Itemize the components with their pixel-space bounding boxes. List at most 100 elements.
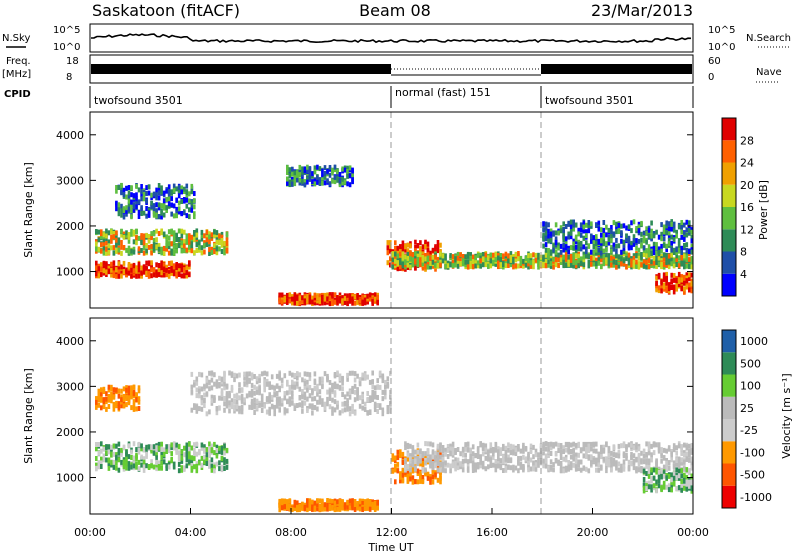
echo-cell <box>652 250 656 256</box>
echo-cell <box>167 235 171 241</box>
echo-cell <box>620 443 623 449</box>
echo-cell <box>218 445 221 451</box>
echo-cell <box>625 264 628 270</box>
echo-cell <box>351 500 354 506</box>
echo-cell <box>291 394 294 400</box>
echo-cell <box>529 263 533 269</box>
echo-cell <box>95 246 98 252</box>
echo-cell <box>489 442 493 448</box>
echo-cell <box>125 208 128 214</box>
echo-cell <box>577 227 580 233</box>
echo-cell <box>499 458 503 464</box>
echo-cell <box>293 384 297 390</box>
echo-cell <box>559 253 563 259</box>
echo-cell <box>346 169 349 174</box>
cpid-label: CPID <box>4 89 31 100</box>
echo-cell <box>585 253 588 259</box>
echo-cell <box>562 227 565 232</box>
echo-cell <box>396 253 400 259</box>
echo-cell <box>170 267 173 273</box>
colorbar-swatch <box>722 140 736 163</box>
echo-cell <box>662 284 666 290</box>
echo-cell <box>439 447 442 453</box>
echo-cell <box>321 401 324 407</box>
power-colorbar-tick: 12 <box>740 223 754 236</box>
echo-cell <box>321 376 324 382</box>
echo-cell <box>223 407 226 413</box>
echo-cell <box>519 455 523 461</box>
echo-cell <box>110 229 113 235</box>
echo-cell <box>145 243 148 248</box>
echo-cell <box>647 227 651 233</box>
echo-cell <box>130 263 133 269</box>
echo-cell <box>306 168 309 174</box>
echo-cell <box>481 256 485 262</box>
echo-cell <box>140 240 143 245</box>
echo-cell <box>690 229 694 235</box>
echo-cell <box>401 247 405 253</box>
echo-cell <box>585 441 588 447</box>
echo-cell <box>414 479 417 485</box>
colorbar-swatch <box>722 251 736 274</box>
echo-cell <box>157 441 161 447</box>
echo-cell <box>313 505 317 511</box>
echo-cell <box>640 252 643 258</box>
echo-cell <box>195 232 199 238</box>
echo-cell <box>625 233 628 239</box>
echo-cell <box>313 181 317 187</box>
echo-cell <box>160 185 163 191</box>
echo-cell <box>180 189 183 195</box>
echo-cell <box>205 461 209 466</box>
echo-cell <box>670 240 673 246</box>
echo-cell <box>617 467 621 473</box>
echo-cell <box>213 249 216 255</box>
echo-cell <box>190 189 194 195</box>
echo-cell <box>162 245 166 251</box>
echo-cell <box>597 257 601 263</box>
echo-cell <box>394 455 397 461</box>
echo-cell <box>338 384 342 390</box>
echo-cell <box>213 441 216 447</box>
power-colorbar-tick: 4 <box>740 268 747 281</box>
echo-cell <box>336 300 339 306</box>
echo-cell <box>519 255 523 261</box>
echo-cell <box>461 458 465 464</box>
echo-cell <box>577 462 580 468</box>
echo-cell <box>97 394 101 400</box>
echo-cell <box>605 461 608 466</box>
echo-cell <box>346 373 349 378</box>
echo-cell <box>391 468 395 474</box>
echo-cell <box>429 256 432 262</box>
echo-cell <box>343 293 347 299</box>
echo-cell <box>431 469 435 475</box>
echo-cell <box>361 375 364 381</box>
echo-cell <box>215 450 219 456</box>
cpid-segment-2: normal (fast) 151 <box>395 86 491 99</box>
echo-cell <box>612 457 616 463</box>
echo-cell <box>660 288 663 294</box>
echo-cell <box>183 466 186 472</box>
echo-cell <box>203 249 206 255</box>
echo-cell <box>195 463 199 469</box>
echo-cell <box>562 449 565 454</box>
echo-cell <box>411 255 415 261</box>
echo-cell <box>579 227 583 233</box>
echo-cell <box>424 467 427 473</box>
echo-cell <box>210 464 214 470</box>
echo-cell <box>280 383 284 389</box>
echo-cell <box>102 268 106 274</box>
echo-cell <box>677 248 681 254</box>
echo-cell <box>368 398 372 403</box>
echo-cell <box>436 477 440 483</box>
echo-cell <box>454 262 457 268</box>
echo-cell <box>142 192 146 197</box>
echo-cell <box>534 257 538 263</box>
echo-cell <box>529 443 533 449</box>
echo-cell <box>683 253 686 259</box>
echo-cell <box>635 238 638 244</box>
echo-cell <box>429 476 432 482</box>
echo-cell <box>316 406 319 412</box>
echo-cell <box>562 259 565 265</box>
echo-cell <box>200 372 204 378</box>
echo-cell <box>238 395 241 401</box>
